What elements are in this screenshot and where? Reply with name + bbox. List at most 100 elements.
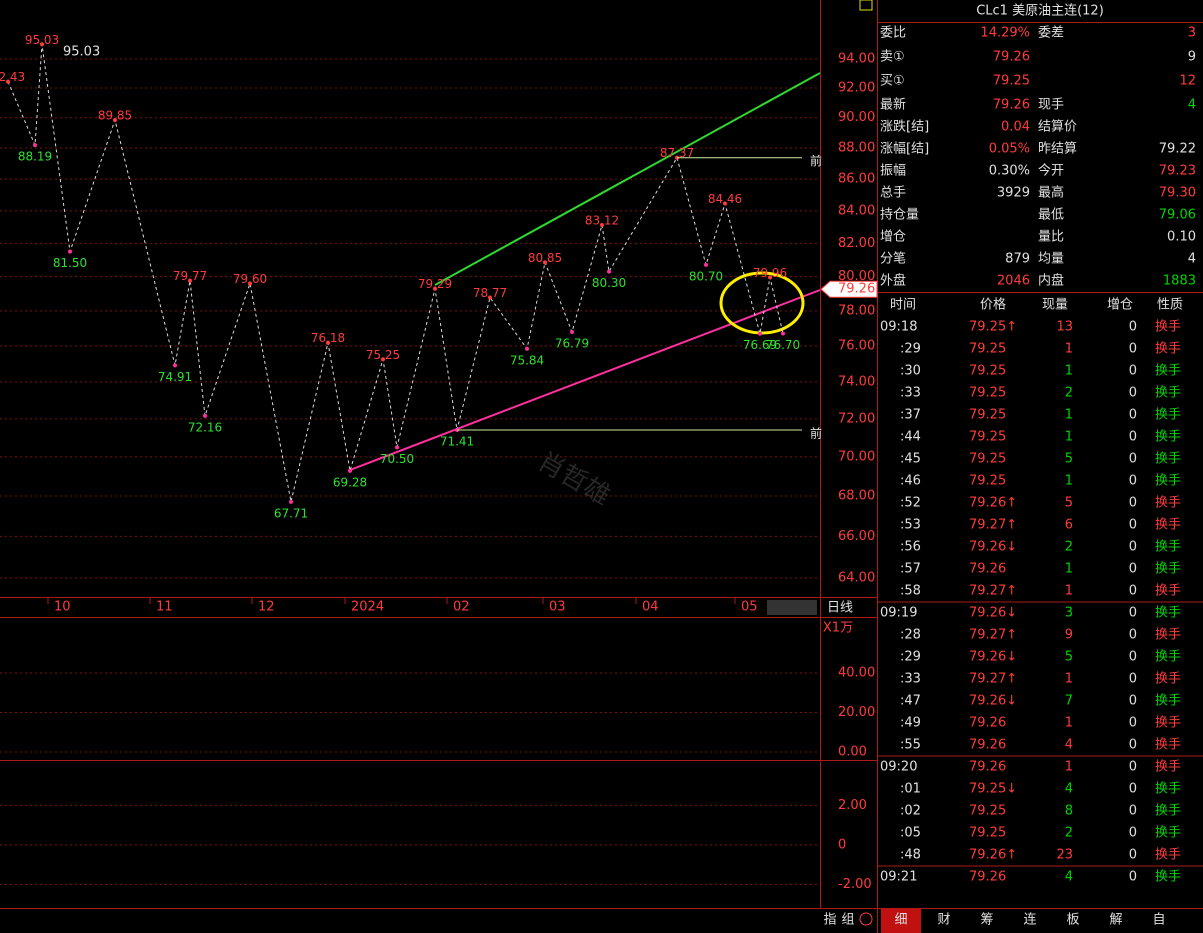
quote-value: 79.26 [993, 50, 1030, 65]
y-tick-label: 84.00 [838, 203, 875, 218]
add-icon[interactable] [859, 912, 873, 926]
pivot-label: 83.12 [585, 214, 619, 228]
tab[interactable]: 自 [1152, 913, 1165, 928]
tab-selected [881, 909, 921, 933]
trade-type: 换手 [1155, 342, 1181, 357]
pivot-label: 75.25 [366, 348, 400, 362]
tab[interactable]: 细 [894, 913, 907, 928]
quote-value: 3 [1188, 26, 1196, 41]
quote-value: 12 [1179, 74, 1196, 89]
pivot-point [395, 445, 399, 450]
trade-add: 0 [1129, 518, 1137, 533]
y-tick-label: 72.00 [838, 411, 875, 426]
trade-qty: 2 [1065, 826, 1073, 841]
trade-time: :29 [900, 650, 921, 665]
tab[interactable]: 筹 [980, 912, 993, 928]
indicator-tab[interactable]: 指 [823, 913, 836, 928]
quote-value: 879 [1005, 252, 1030, 267]
trade-add: 0 [1129, 826, 1137, 841]
trade-qty: 1 [1065, 474, 1073, 489]
trade-add: 0 [1129, 408, 1137, 423]
trade-time: :05 [900, 826, 921, 841]
trade-type: 换手 [1155, 562, 1181, 577]
pivot-label: 79.96 [753, 266, 787, 280]
x-tick-label: 12 [258, 600, 275, 615]
trade-add: 0 [1129, 650, 1137, 665]
trend-line [434, 72, 821, 286]
trade-type: 换手 [1155, 584, 1181, 599]
trade-qty: 1 [1065, 430, 1073, 445]
y-tick-label: 88.00 [838, 141, 875, 156]
pivot-point [600, 223, 604, 228]
pivot-label: 78.77 [473, 286, 507, 300]
trade-price: 79.25 [969, 364, 1006, 379]
y-tick-label: 70.00 [838, 449, 875, 464]
trade-price: 79.25 [969, 804, 1006, 819]
trade-qty: 6 [1065, 518, 1073, 533]
window-icon[interactable] [859, 0, 873, 11]
pivot-label: 84.46 [708, 192, 742, 206]
trade-price: 79.26↑ [969, 496, 1017, 511]
y-tick-label: 40.00 [838, 666, 875, 681]
trade-time: :46 [900, 474, 921, 489]
trade-time: :58 [900, 584, 921, 599]
pivot-point [68, 249, 72, 254]
trade-type: 换手 [1155, 760, 1181, 775]
zigzag-line [7, 44, 784, 502]
tab[interactable]: 板 [1066, 913, 1079, 928]
x-tick-label: 2024 [351, 600, 384, 615]
trade-add: 0 [1129, 474, 1137, 489]
trade-type: 换手 [1155, 738, 1181, 753]
trade-price: 79.25 [969, 408, 1006, 423]
trade-qty: 5 [1065, 496, 1073, 511]
pivot-label: 76.18 [311, 331, 345, 345]
quote-value: 79.25 [993, 74, 1030, 89]
pivot-label: 92.43 [0, 70, 25, 84]
tab[interactable]: 财 [937, 913, 950, 928]
trade-add: 0 [1129, 870, 1137, 885]
trade-time: :53 [900, 518, 921, 533]
trade-add: 0 [1129, 606, 1137, 621]
pivot-label: 95.03 [25, 33, 59, 47]
quote-value: 79.30 [1159, 186, 1196, 201]
trade-price: 79.25 [969, 452, 1006, 467]
pivot-point [33, 143, 37, 148]
quote-value: 79.23 [1159, 164, 1196, 179]
trade-add: 0 [1129, 430, 1137, 445]
pivot-label: 89.85 [98, 108, 132, 122]
y-tick-label: 74.00 [838, 374, 875, 389]
pivot-label: 69.28 [333, 475, 367, 489]
trade-time: :44 [900, 430, 921, 445]
pivot-point [289, 499, 293, 504]
y-tick-label: 78.00 [838, 303, 875, 318]
trade-qty: 5 [1065, 452, 1073, 467]
pivot-label: 76.69 [743, 338, 777, 352]
quote-label: 最低 [1038, 208, 1064, 223]
trade-qty: 1 [1065, 364, 1073, 379]
top-label: 95.03 [63, 45, 100, 60]
trend-line [349, 289, 821, 471]
tab[interactable]: 连 [1023, 912, 1036, 928]
pivot-point [40, 42, 44, 47]
group-tab[interactable]: 组 [841, 913, 854, 928]
quote-value: 79.26 [993, 98, 1030, 113]
quote-label: 昨结算 [1038, 142, 1077, 157]
quote-value: 0.04 [1001, 120, 1030, 135]
trade-type: 换手 [1155, 386, 1181, 401]
trade-type: 换手 [1155, 672, 1181, 687]
trade-qty: 7 [1065, 694, 1073, 709]
trade-time: :37 [900, 408, 921, 423]
trade-add: 0 [1129, 672, 1137, 687]
quote-label: 卖① [880, 50, 905, 65]
scrollbar[interactable] [767, 600, 817, 615]
trade-qty: 3 [1065, 606, 1073, 621]
trade-type: 换手 [1155, 848, 1181, 863]
quote-value: 0.30% [989, 164, 1030, 179]
pivot-label: 76.70 [766, 338, 800, 352]
last-price-label: 79.26 [838, 282, 875, 297]
trade-type: 换手 [1155, 628, 1181, 643]
pivot-label: 71.41 [440, 435, 474, 449]
trade-price: 79.25 [969, 474, 1006, 489]
tab[interactable]: 解 [1109, 913, 1122, 928]
